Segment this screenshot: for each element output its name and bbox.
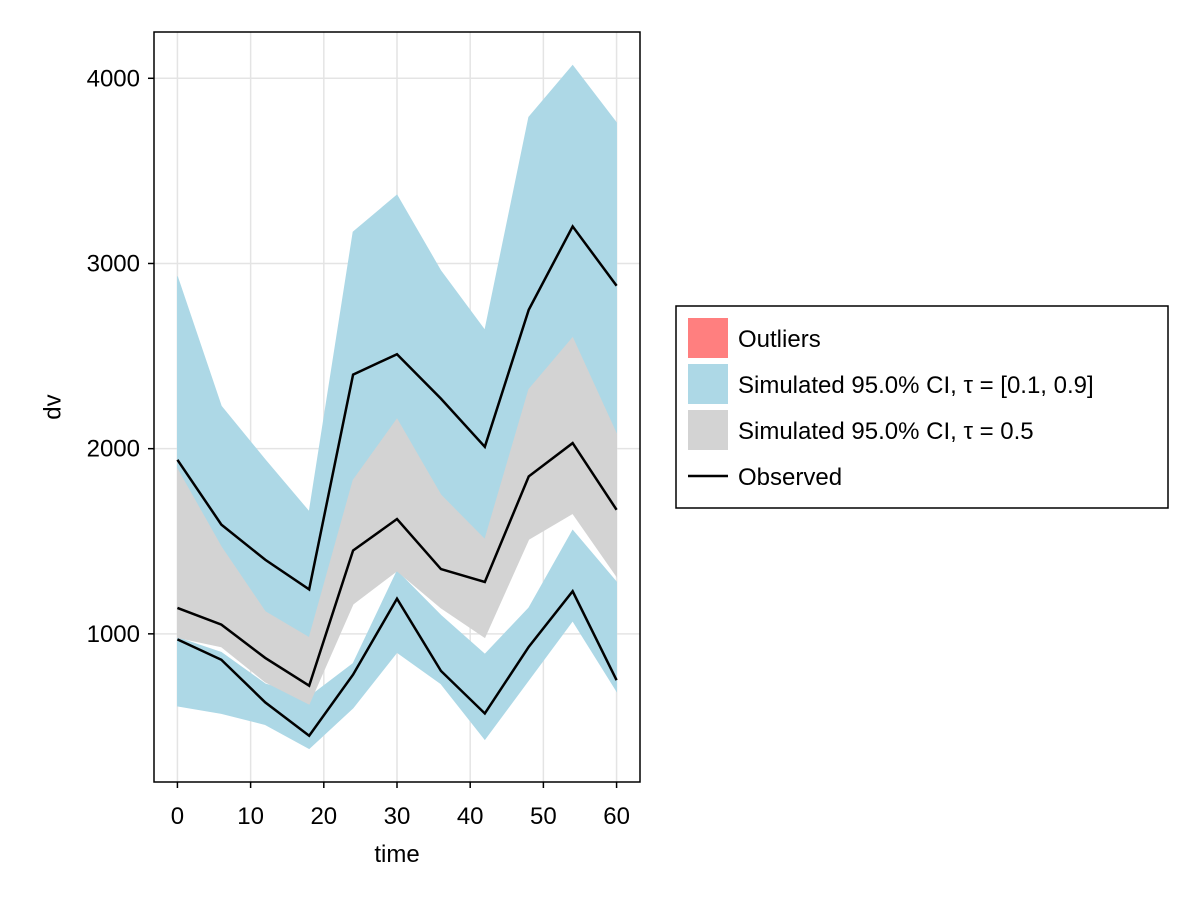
- legend-label: Outliers: [738, 326, 821, 353]
- legend-label: Simulated 95.0% CI, τ = [0.1, 0.9]: [738, 372, 1094, 399]
- legend-label: Simulated 95.0% CI, τ = 0.5: [738, 418, 1034, 445]
- x-tick-label: 0: [171, 803, 184, 830]
- legend-frame: [675, 305, 1169, 509]
- x-tick-label: 20: [310, 803, 337, 830]
- x-tick-label: 50: [530, 803, 557, 830]
- legend-label: Observed: [738, 464, 842, 491]
- x-axis-ticks: 0 10 20 30 40 50 60: [171, 782, 630, 830]
- observed-line: [176, 441, 618, 688]
- y-axis-label: dv: [39, 394, 66, 419]
- legend: Outliers Simulated 95.0% CI, τ = [0.1, 0.…: [675, 305, 1169, 509]
- ci-band: [177, 529, 617, 750]
- observed-line: [176, 224, 618, 592]
- x-tick-label: 60: [603, 803, 630, 830]
- y-tick-label: 2000: [87, 436, 140, 463]
- x-tick-label: 40: [457, 803, 484, 830]
- x-tick-label: 30: [384, 803, 411, 830]
- y-tick-label: 4000: [87, 65, 140, 92]
- legend-swatch: [688, 318, 728, 358]
- y-axis-ticks: 1000 2000 3000 4000: [87, 65, 154, 648]
- x-axis-label: time: [374, 841, 419, 868]
- observed-line: [176, 588, 618, 738]
- y-tick-label: 1000: [87, 621, 140, 648]
- y-tick-label: 3000: [87, 250, 140, 277]
- observed-lines: [176, 224, 618, 738]
- legend-swatch: [688, 364, 728, 404]
- x-tick-label: 10: [237, 803, 264, 830]
- legend-swatch: [688, 410, 728, 450]
